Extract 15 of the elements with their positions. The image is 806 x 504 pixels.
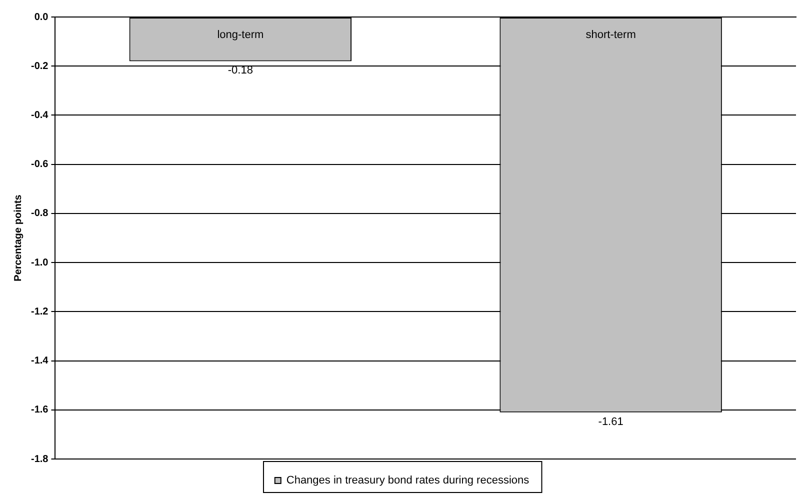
y-tick-label: -0.8 — [30, 208, 49, 220]
y-axis-title: Percentage points — [12, 194, 24, 282]
y-tick-label: -0.2 — [30, 60, 49, 72]
legend-label: Changes in treasury bond rates during recessions — [286, 474, 530, 487]
y-tick-label: 0.0 — [34, 12, 49, 23]
data-label: -1.61 — [598, 416, 624, 428]
y-tick-label: -0.6 — [30, 159, 49, 170]
y-tick-label: -0.4 — [30, 110, 49, 121]
y-tick-label: -1.6 — [30, 404, 49, 416]
x-tick-label: short-term — [586, 29, 636, 42]
x-tick-label: long-term — [217, 29, 264, 42]
y-tick-label: -1.0 — [30, 257, 49, 268]
y-tick-label: -1.4 — [30, 356, 49, 367]
y-tick-label: -1.8 — [30, 454, 49, 465]
y-tick-label: -1.2 — [30, 306, 49, 318]
